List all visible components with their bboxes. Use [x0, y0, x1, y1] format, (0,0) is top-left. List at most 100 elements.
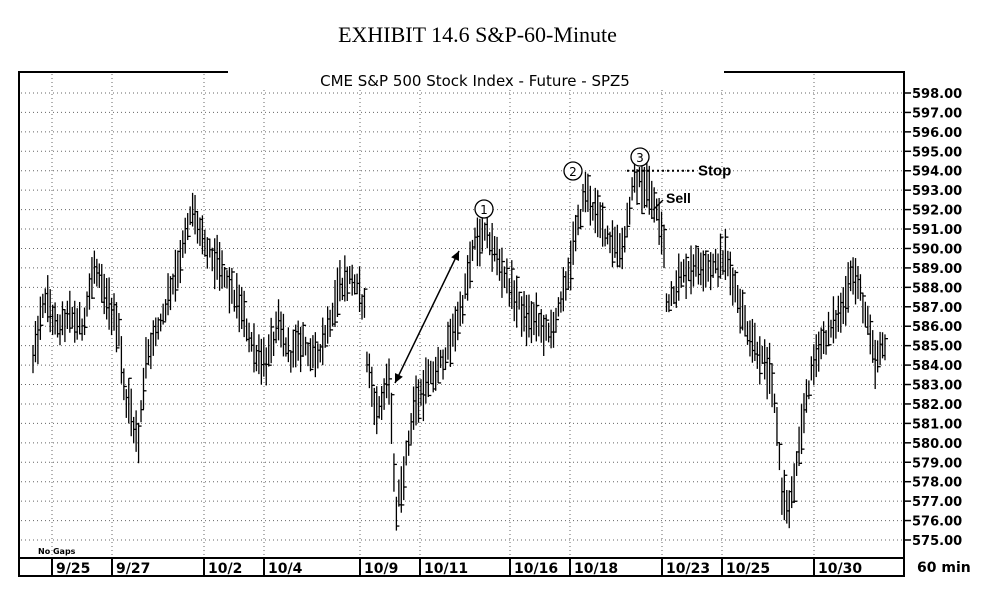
y-tick-label: 593.00 — [912, 184, 962, 199]
y-tick-label: 580.00 — [912, 437, 962, 452]
x-tick-label: 10/18 — [574, 561, 618, 577]
ohlc-bar — [778, 442, 783, 471]
wave-label: 3 — [636, 151, 644, 165]
wave-label: 2 — [569, 165, 577, 179]
wave-circle — [474, 199, 494, 219]
y-tick-label: 582.00 — [912, 398, 962, 413]
ohlc-bar — [506, 258, 510, 294]
ohlc-bar — [115, 302, 120, 353]
ohlc-bar — [530, 301, 535, 344]
ohlc-bar — [324, 325, 329, 348]
ohlc-bar — [695, 245, 699, 277]
ohlc-bar — [545, 314, 550, 341]
ohlc-bar — [128, 377, 132, 424]
ohlc-bar — [680, 261, 685, 288]
ohlc-bar — [83, 307, 88, 336]
y-tick-label: 587.00 — [912, 301, 962, 316]
plot-frame — [18, 71, 905, 559]
ohlc-bar — [653, 187, 658, 223]
ohlc-bar — [329, 309, 334, 337]
ohlc-bar — [636, 169, 641, 205]
ohlc-bar — [869, 314, 874, 355]
ohlc-bar — [800, 403, 805, 455]
ohlc-bar — [137, 422, 142, 464]
ohlc-bar — [759, 336, 763, 385]
exhibit-title: EXHIBIT 14.6 S&P-60-Minute — [338, 22, 617, 47]
ohlc-bar — [437, 346, 442, 384]
ohlc-bar — [587, 173, 591, 212]
ohlc-bar — [462, 294, 466, 324]
x-tick-label: 10/25 — [726, 561, 770, 577]
ohlc-bar — [363, 288, 368, 318]
ohlc-bar — [417, 379, 422, 423]
ohlc-bar — [479, 218, 483, 267]
x-axis: 9/25 9/27 10/2 10/4 10/9 10/11 10/16 10/18 10/23… — [51, 558, 862, 577]
ohlc-bar — [408, 430, 412, 456]
ohlc-bar — [140, 400, 145, 423]
sell-pointer — [652, 199, 664, 211]
ohlc-bar — [221, 250, 226, 289]
price-bars — [32, 156, 888, 531]
ohlc-bar — [403, 456, 407, 501]
title-box — [228, 70, 724, 90]
ohlc-bar — [516, 275, 520, 328]
y-tick-label: 576.00 — [912, 515, 962, 530]
ohlc-bar — [705, 250, 709, 288]
ohlc-bar — [427, 359, 432, 398]
ohlc-bar — [302, 322, 307, 357]
ohlc-bar — [597, 190, 601, 238]
y-tick-label: 588.00 — [912, 281, 962, 296]
ohlc-bar — [91, 257, 95, 300]
y-tick-label: 597.00 — [912, 106, 962, 121]
ohlc-bar — [555, 307, 559, 333]
ohlc-bar — [449, 318, 454, 367]
ohlc-bar — [336, 267, 341, 318]
ohlc-bar — [724, 228, 729, 280]
ohlc-bar — [771, 363, 776, 408]
x-tick-label: 9/27 — [116, 561, 150, 577]
measure-arrow — [394, 250, 460, 384]
arrow-head — [451, 251, 459, 261]
y-tick-label: 589.00 — [912, 262, 962, 277]
ohlc-bar — [187, 213, 191, 241]
ohlc-bar — [663, 224, 668, 269]
ohlc-bar — [808, 380, 812, 400]
ohlc-bar — [223, 266, 228, 288]
y-tick-label: 581.00 — [912, 417, 962, 432]
ohlc-bar — [142, 367, 147, 410]
ohlc-bar — [309, 338, 314, 372]
ohlc-bar — [179, 239, 184, 284]
ohlc-bar — [518, 291, 523, 310]
ohlc-bar — [469, 241, 474, 289]
ohlc-bar — [39, 296, 44, 340]
y-tick-label: 586.00 — [912, 320, 962, 335]
ohlc-bar — [734, 270, 739, 303]
wave-circle — [563, 161, 583, 181]
ohlc-bar — [390, 392, 395, 444]
ohlc-bar — [626, 202, 631, 238]
ohlc-bar — [371, 366, 375, 407]
arrow-head — [395, 373, 403, 383]
ohlc-bar — [827, 311, 832, 346]
y-tick-label: 594.00 — [912, 165, 962, 180]
ohlc-bar — [501, 247, 505, 298]
ohlc-bar — [535, 292, 540, 342]
wave-label: 1 — [480, 203, 488, 217]
y-tick-label: 579.00 — [912, 456, 962, 471]
ohlc-bar — [685, 253, 690, 300]
wave-circle — [630, 147, 650, 167]
ohlc-bar — [162, 303, 167, 325]
ohlc-bar — [334, 279, 339, 328]
ohlc-bar — [668, 294, 672, 313]
stop-label: Stop — [698, 163, 731, 180]
sell-label: Sell — [666, 190, 691, 206]
y-tick-label: 577.00 — [912, 495, 962, 510]
interval-label: 60 min — [917, 560, 971, 576]
ohlc-bar — [346, 266, 351, 301]
ohlc-bar — [69, 290, 73, 333]
ohlc-bar — [243, 290, 248, 338]
ohlc-bar — [793, 463, 798, 504]
x-tick-label: 10/11 — [424, 561, 468, 577]
ohlc-bar — [719, 233, 724, 279]
